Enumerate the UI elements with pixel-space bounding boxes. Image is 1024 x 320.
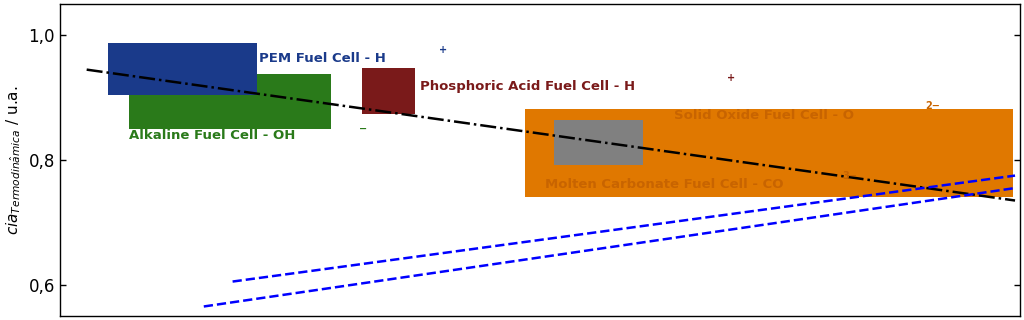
- Text: −: −: [359, 124, 368, 134]
- Text: 3−: 3−: [842, 171, 857, 181]
- Text: Molten Carbonate Fuel Cell - CO: Molten Carbonate Fuel Cell - CO: [545, 179, 783, 191]
- Text: Solid Oxide Fuel Cell - O: Solid Oxide Fuel Cell - O: [674, 108, 854, 122]
- Bar: [129, 74, 331, 129]
- Bar: [525, 109, 1013, 197]
- Bar: [362, 68, 415, 115]
- Text: 2−: 2−: [926, 101, 941, 111]
- Bar: [554, 120, 642, 165]
- Text: +: +: [439, 45, 447, 55]
- Text: +: +: [727, 73, 735, 83]
- Bar: [108, 44, 257, 94]
- Text: Alkaline Fuel Cell - OH: Alkaline Fuel Cell - OH: [129, 129, 295, 141]
- Text: PEM Fuel Cell - H: PEM Fuel Cell - H: [259, 52, 386, 65]
- Y-axis label: $\mathit{cia}_{\mathit{Termodin\hat{a}mica}}$ / u.a.: $\mathit{cia}_{\mathit{Termodin\hat{a}mi…: [4, 85, 23, 235]
- Text: Phosphoric Acid Fuel Cell - H: Phosphoric Acid Fuel Cell - H: [420, 80, 635, 93]
